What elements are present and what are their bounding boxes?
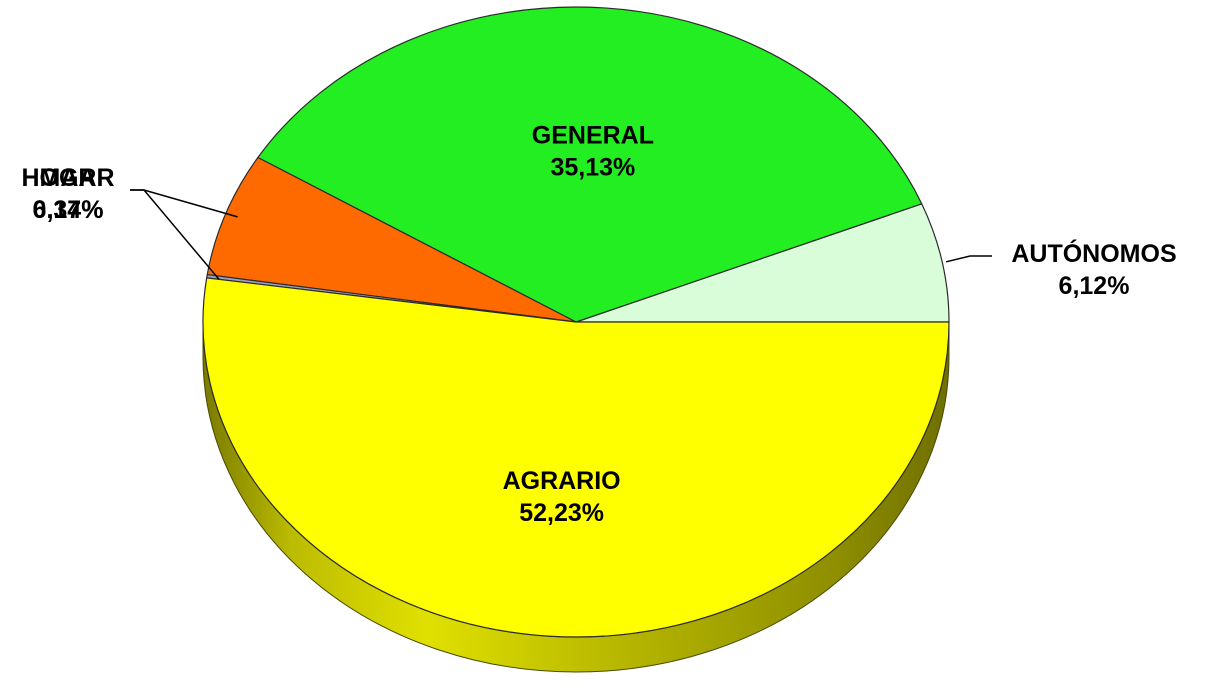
slice-labels: AUTÓNOMOS 6,12% GENERAL 35,13% HOGAR 6,34% MAR…: [21, 121, 1176, 526]
slice-value-hogar: 6,34%: [33, 196, 104, 224]
slice-value-autonomos: 6,12%: [1059, 272, 1130, 300]
slice-value-mar: 0,17%: [33, 196, 104, 224]
pie-top-surface: [202, 6, 950, 638]
leader-line-autonomos: [945, 255, 992, 263]
leader-line-hogar: [130, 189, 238, 218]
slice-autonomos: [575, 203, 950, 323]
slice-value-general: 35,13%: [551, 153, 636, 181]
slice-label-general: GENERAL: [532, 121, 654, 149]
slice-label-autonomos: AUTÓNOMOS: [1011, 238, 1176, 268]
slice-label-mar: MAR: [40, 164, 97, 192]
slice-agrario: [202, 277, 950, 638]
leader-line-mar: [130, 189, 220, 280]
slice-label-hogar: HOGAR: [21, 164, 114, 192]
leader-lines: [130, 189, 992, 280]
slice-value-agrario: 52,23%: [519, 499, 604, 527]
slice-label-agrario: AGRARIO: [503, 467, 621, 495]
